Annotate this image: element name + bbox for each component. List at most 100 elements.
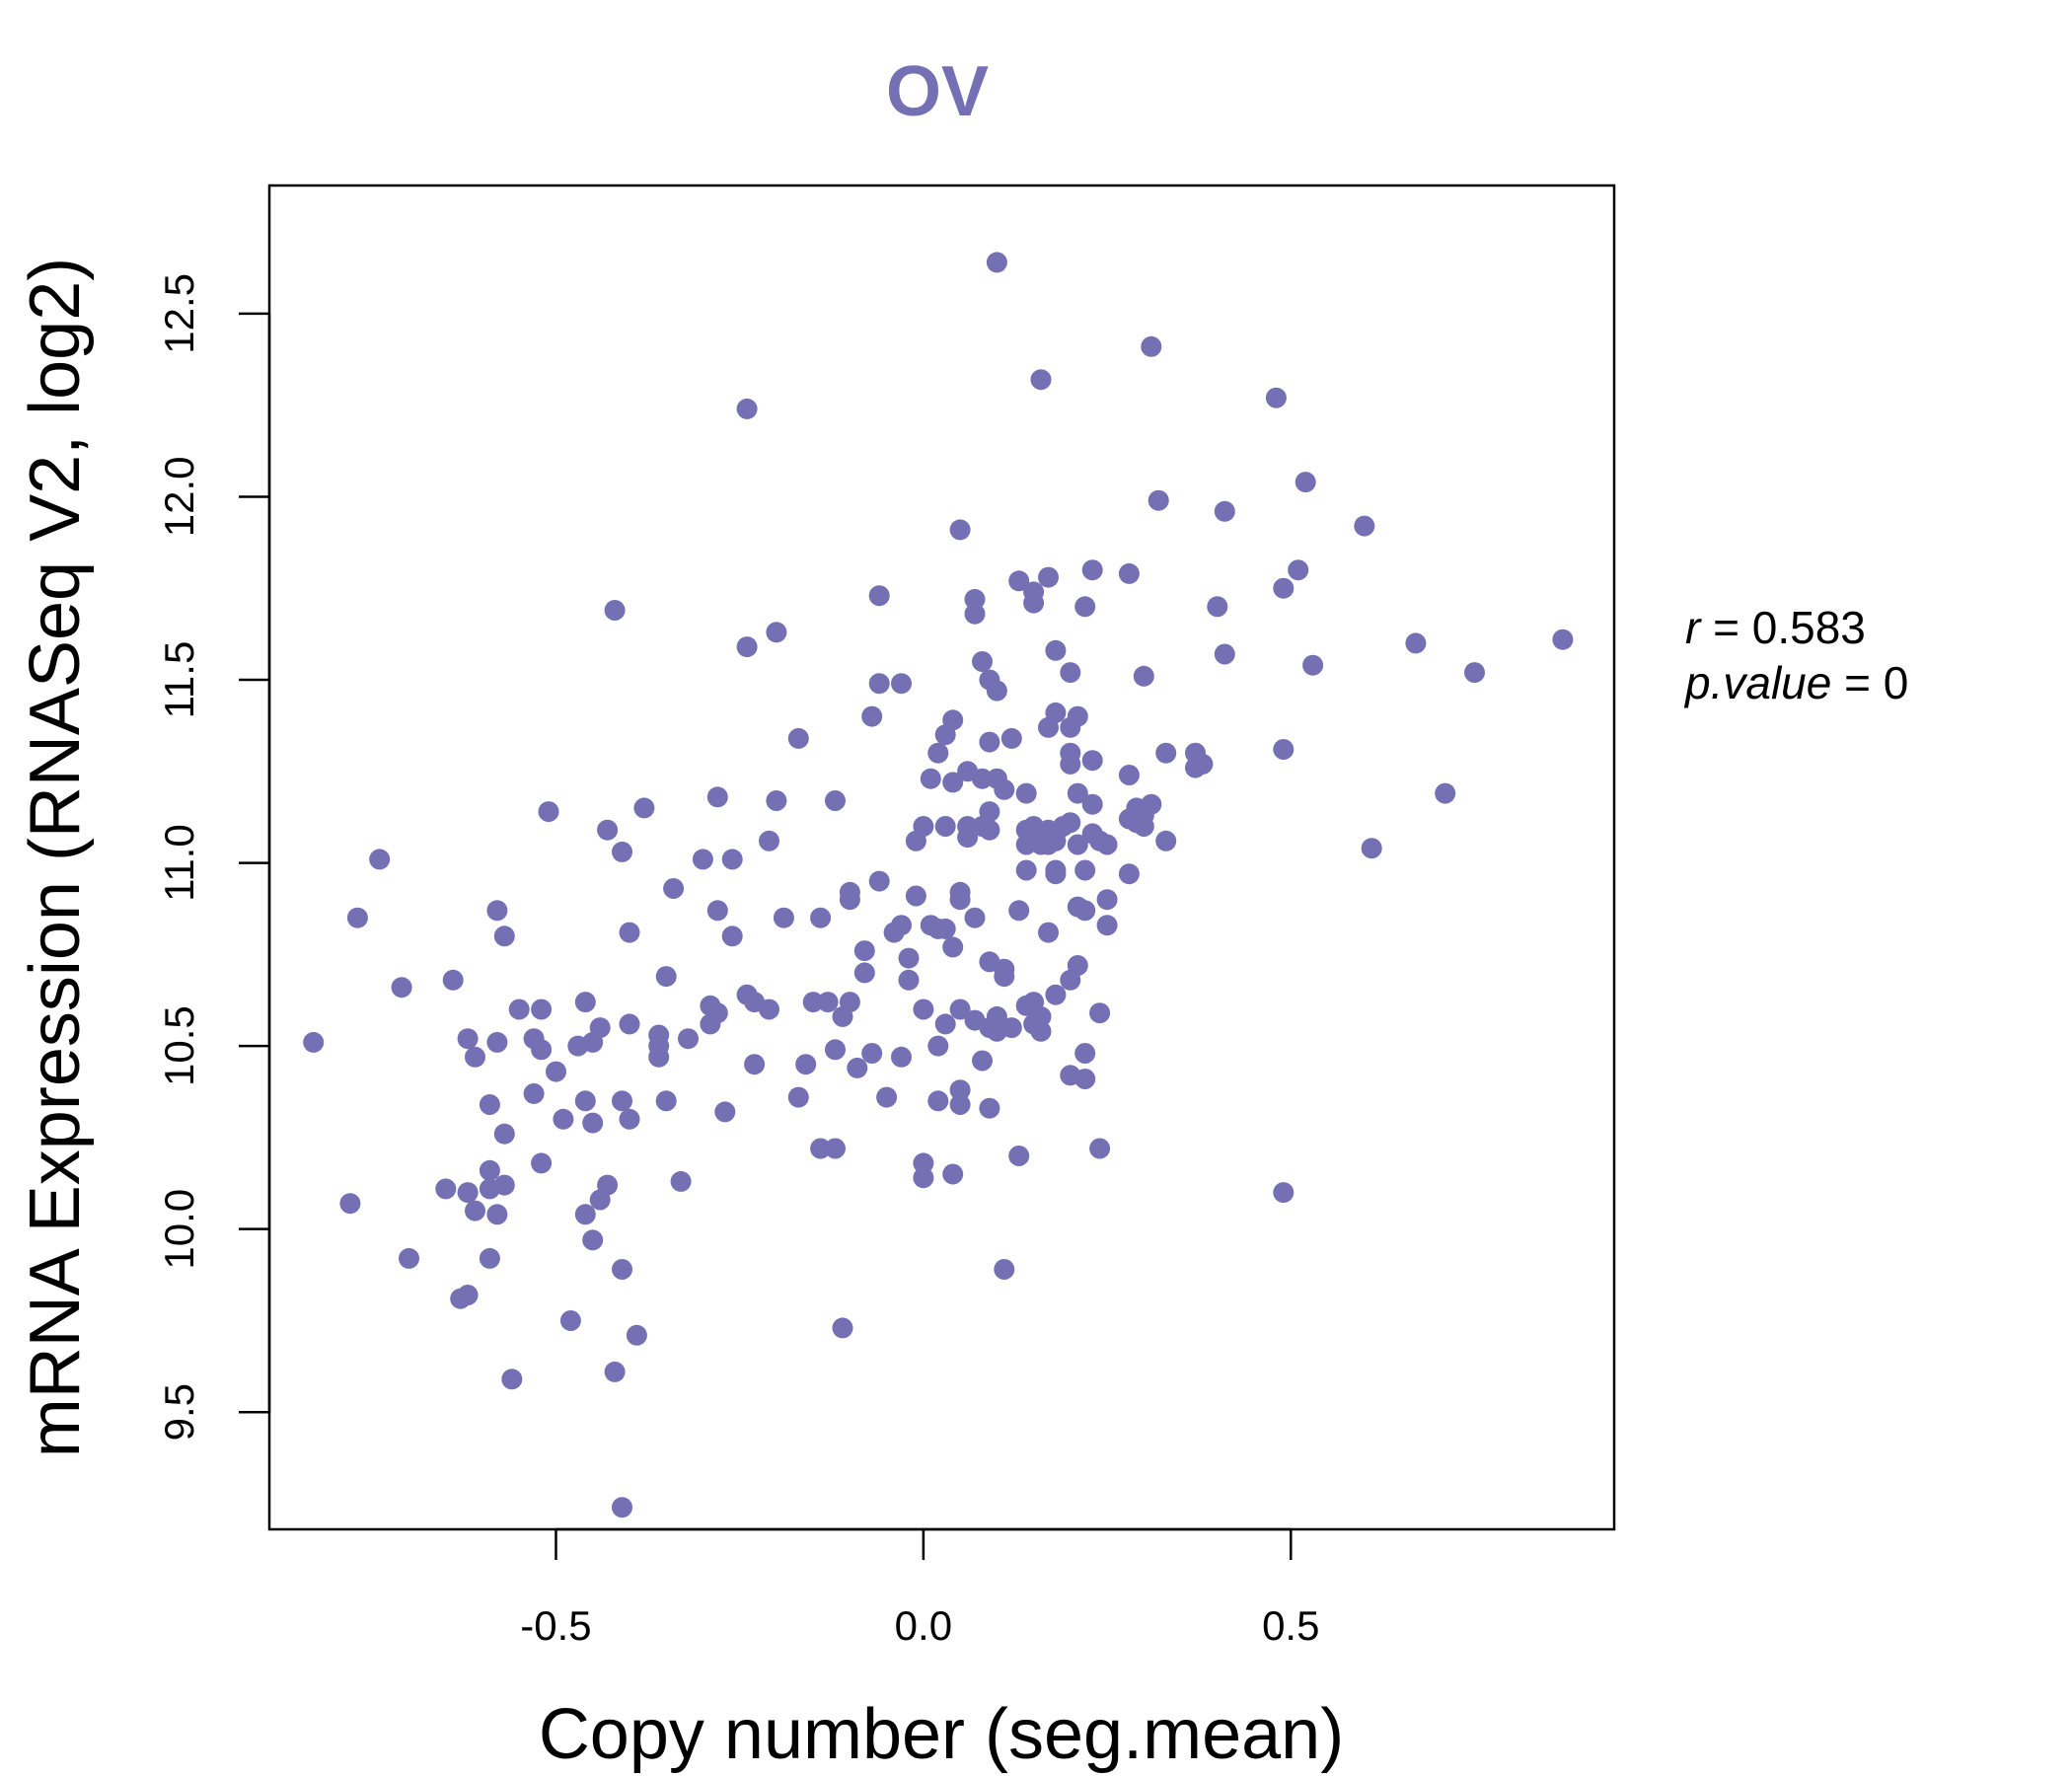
data-point [546, 1061, 566, 1082]
data-point [1133, 816, 1154, 837]
data-point [457, 1285, 479, 1305]
data-point [1089, 1002, 1111, 1024]
data-point [986, 1005, 1007, 1027]
points-layer [303, 252, 1574, 1518]
data-point [626, 1324, 647, 1346]
data-point [861, 705, 883, 727]
y-tick-label: 12.0 [156, 457, 202, 538]
data-point [582, 1112, 604, 1134]
data-point [1141, 335, 1162, 357]
data-point [1074, 900, 1096, 922]
y-tick-label: 12.5 [156, 273, 202, 354]
data-point [1089, 1138, 1111, 1159]
data-point [339, 1193, 361, 1215]
data-point [825, 1039, 846, 1061]
data-point [604, 600, 626, 621]
data-point [913, 999, 934, 1020]
data-point [1008, 570, 1030, 592]
data-point [898, 947, 920, 969]
data-point [1118, 863, 1140, 885]
data-point [1273, 739, 1295, 760]
data-point [457, 1028, 479, 1050]
data-point [964, 907, 986, 928]
data-point [972, 768, 993, 789]
data-point [972, 651, 993, 672]
data-point [934, 1013, 956, 1035]
data-point [972, 1050, 993, 1072]
data-point [493, 925, 515, 947]
data-point [1214, 500, 1235, 522]
data-point [1060, 662, 1081, 684]
data-point [612, 1259, 632, 1280]
data-point [721, 849, 743, 870]
data-point [706, 1002, 728, 1024]
data-point [861, 1043, 883, 1064]
data-point [759, 830, 779, 851]
y-axis-label: mRNA Expression (RNASeq V2, log2) [16, 258, 95, 1457]
data-point [810, 907, 832, 928]
data-point [949, 1079, 971, 1101]
data-point [927, 742, 949, 764]
data-point [619, 922, 640, 943]
data-point [457, 1182, 479, 1204]
data-point [670, 1170, 692, 1192]
y-tick-label: 10.0 [156, 1189, 202, 1270]
data-point [1045, 702, 1067, 723]
data-point [876, 1086, 898, 1108]
data-point [942, 772, 964, 793]
data-point [678, 1028, 699, 1050]
data-point [1354, 515, 1375, 537]
y-tick-label: 9.5 [156, 1383, 202, 1441]
data-point [692, 849, 713, 870]
data-point [346, 907, 368, 928]
data-point [891, 915, 912, 936]
y-tick-label: 11.0 [156, 824, 202, 902]
r-equals: = [1700, 602, 1751, 653]
data-point [1081, 559, 1103, 581]
data-point [825, 790, 846, 811]
data-point [787, 727, 809, 749]
x-tick-label: 0.5 [1262, 1602, 1319, 1649]
data-point [1030, 369, 1052, 391]
x-tick-label: 0.0 [895, 1602, 952, 1649]
data-point [655, 1090, 677, 1112]
x-axis: -0.5 0.0 0.5 [520, 1527, 1319, 1649]
data-point [493, 1174, 515, 1196]
data-point [766, 622, 787, 643]
data-point [1552, 629, 1574, 650]
data-point [1147, 489, 1169, 511]
data-point [1361, 838, 1382, 859]
plot-frame [267, 184, 1616, 1531]
data-point [619, 1013, 640, 1035]
data-point [839, 889, 860, 911]
data-point [479, 1094, 500, 1115]
data-point [493, 1123, 515, 1145]
r-label: r [1685, 602, 1702, 653]
data-point [1155, 830, 1177, 851]
data-point [942, 709, 964, 731]
data-point [994, 966, 1015, 988]
data-point [1008, 1146, 1030, 1166]
data-point [1045, 639, 1067, 661]
data-point [1067, 782, 1088, 804]
data-point [369, 849, 391, 870]
x-axis-label: Copy number (seg.mean) [539, 1695, 1344, 1774]
data-point [1214, 643, 1235, 665]
data-point [1045, 984, 1067, 1005]
data-point [942, 1163, 964, 1185]
data-point [986, 680, 1007, 702]
data-point [920, 768, 941, 789]
data-point [1405, 632, 1427, 654]
data-point [1015, 859, 1037, 881]
data-point [736, 398, 758, 419]
data-point [633, 797, 655, 819]
data-point [574, 1090, 596, 1112]
data-point [795, 1054, 817, 1075]
data-point [891, 673, 912, 695]
p-value: 0 [1884, 657, 1909, 708]
data-point [1081, 793, 1103, 815]
data-point [479, 1159, 500, 1181]
data-point [898, 969, 920, 991]
data-point [531, 999, 553, 1020]
data-point [934, 918, 956, 939]
